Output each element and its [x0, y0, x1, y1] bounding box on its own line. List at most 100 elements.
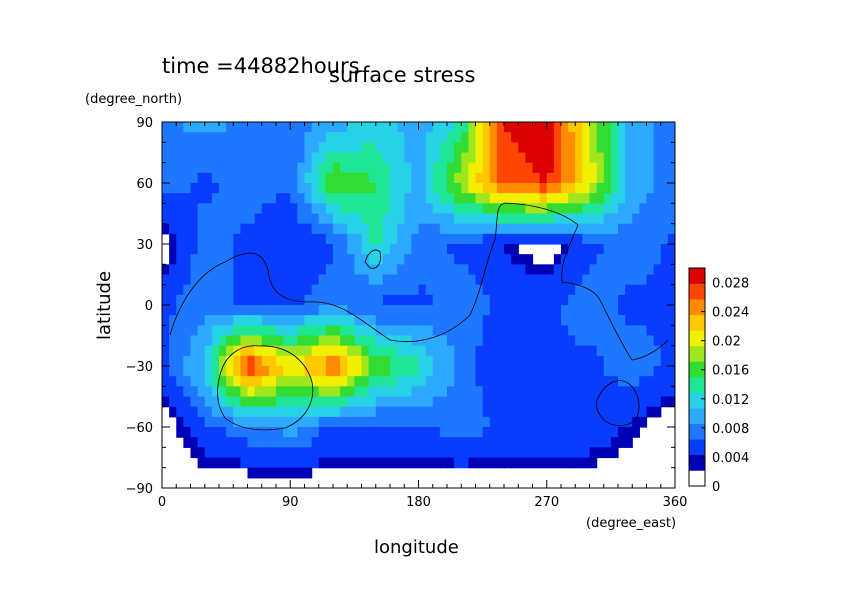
field-cell — [211, 406, 220, 418]
field-cell — [582, 284, 591, 296]
field-cell — [632, 193, 640, 204]
field-cell — [461, 254, 469, 265]
field-cell — [169, 172, 177, 184]
field-cell — [276, 467, 284, 479]
field-cell — [404, 366, 412, 377]
field-cell — [361, 152, 370, 164]
field-cell — [575, 355, 583, 367]
field-cell — [561, 386, 569, 398]
field-cell — [404, 396, 412, 408]
field-cell — [539, 437, 548, 448]
field-cell — [318, 254, 327, 265]
field-cell — [304, 406, 313, 418]
field-cell — [582, 132, 591, 143]
field-cell — [368, 183, 377, 194]
field-cell — [183, 294, 192, 306]
field-cell — [475, 183, 484, 194]
field-cell — [361, 376, 370, 387]
field-cell — [333, 396, 341, 408]
field-cell — [354, 254, 363, 265]
continent-outline-d — [596, 380, 640, 427]
field-cell — [276, 213, 284, 225]
field-cell — [589, 427, 598, 438]
field-cell — [425, 203, 434, 215]
field-cell — [596, 396, 605, 408]
field-cell — [247, 162, 256, 174]
field-cell — [425, 122, 434, 133]
field-cell — [190, 325, 199, 337]
field-cell — [375, 376, 384, 387]
field-cell — [454, 284, 462, 296]
field-cell — [596, 315, 605, 326]
y-tick-label: −90 — [126, 482, 153, 497]
field-cell — [589, 233, 598, 245]
field-cell — [197, 223, 206, 235]
field-cell — [311, 437, 320, 448]
field-cell — [525, 437, 534, 448]
field-cell — [568, 284, 576, 296]
field-cell — [589, 203, 598, 215]
field-cell — [183, 406, 192, 418]
field-cell — [254, 183, 263, 194]
field-cell — [610, 162, 619, 174]
field-cell — [176, 284, 184, 296]
field-cell — [397, 447, 405, 459]
field-cell — [603, 142, 612, 154]
field-cell — [268, 284, 277, 296]
field-cell — [603, 183, 612, 194]
field-cell — [546, 152, 555, 164]
field-cell — [439, 172, 448, 184]
field-cell — [261, 345, 270, 357]
field-cell — [169, 294, 177, 306]
field-cell — [425, 294, 434, 306]
field-cell — [667, 315, 675, 326]
field-cell — [368, 264, 377, 276]
field-cell — [660, 203, 669, 215]
field-cell — [489, 213, 498, 225]
field-cell — [397, 213, 405, 225]
field-cell — [660, 193, 669, 204]
field-cell — [589, 335, 598, 347]
field-cell — [390, 122, 398, 133]
field-cell — [162, 294, 170, 306]
field-cell — [347, 386, 355, 398]
field-cell — [404, 244, 412, 255]
field-cell — [525, 335, 534, 347]
field-cell — [361, 355, 370, 367]
field-cell — [461, 437, 469, 448]
field-cell — [568, 315, 576, 326]
field-cell — [418, 457, 427, 469]
field-cell — [347, 152, 355, 164]
field-cell — [190, 305, 199, 316]
field-cell — [297, 457, 306, 469]
field-cell — [290, 203, 298, 215]
field-cell — [297, 274, 306, 286]
field-cell — [397, 203, 405, 215]
field-cell — [575, 274, 583, 286]
field-cell — [318, 203, 327, 215]
field-cell — [382, 152, 391, 164]
field-cell — [589, 162, 598, 174]
field-cell — [190, 132, 199, 143]
field-cell — [418, 244, 427, 255]
field-cell — [553, 457, 562, 469]
field-cell — [439, 122, 448, 133]
field-cell — [432, 233, 441, 245]
field-cell — [632, 122, 640, 133]
field-cell — [432, 213, 441, 225]
field-cell — [390, 254, 398, 265]
field-cell — [368, 152, 377, 164]
field-cell — [297, 132, 306, 143]
field-cell — [667, 335, 675, 347]
field-cell — [361, 315, 370, 326]
field-cell — [468, 264, 477, 276]
field-cell — [582, 345, 591, 357]
field-cell — [211, 386, 220, 398]
field-cell — [618, 376, 626, 387]
field-cell — [354, 325, 363, 337]
field-cell — [290, 447, 298, 459]
field-cell — [390, 223, 398, 235]
field-cell — [233, 315, 241, 326]
field-cell — [667, 132, 675, 143]
field-cell — [646, 366, 655, 377]
